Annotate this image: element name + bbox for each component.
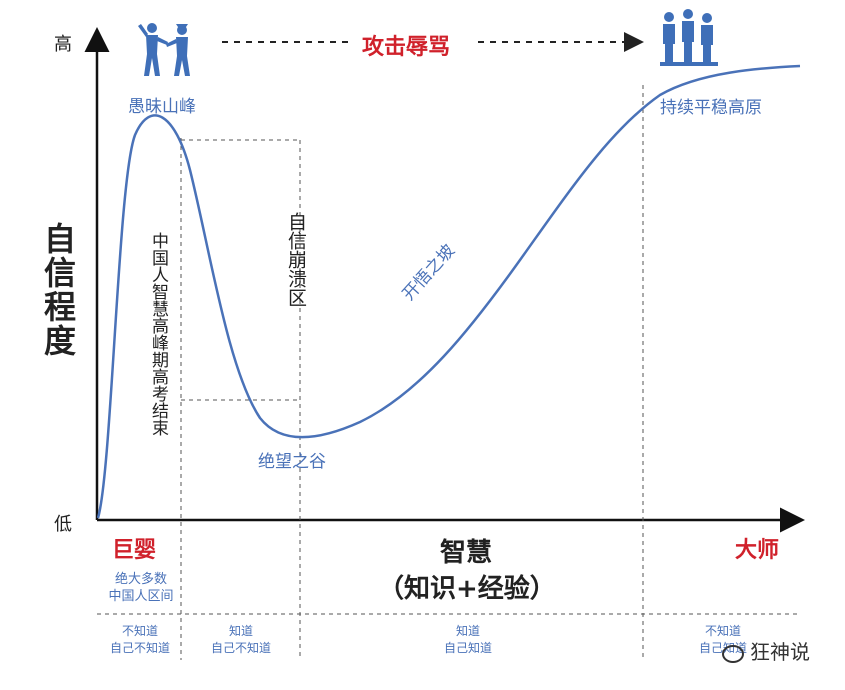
- y-axis-title: 自信程度: [39, 222, 77, 358]
- x-axis-title: 智慧: [440, 538, 493, 568]
- watermark-text: 狂神说: [750, 640, 810, 664]
- collapse-zone-label: 自信崩溃区: [285, 212, 307, 307]
- y-axis-high-label: 高: [54, 34, 72, 55]
- banner-attack-label: 攻击辱骂: [362, 35, 451, 60]
- band-column-1-line-1: 不知道: [121, 624, 158, 638]
- peak-label: 愚昧山峰: [128, 97, 196, 117]
- band-column-2-line-1: 知道: [228, 624, 253, 638]
- majority-note: 绝大多数 中国人区间: [108, 571, 174, 605]
- valley-label: 绝望之谷: [258, 452, 326, 472]
- standing-crowd-icon: [660, 9, 718, 66]
- dashed-guides: [97, 85, 800, 660]
- band-column-2: 知道 自己不知道: [196, 623, 286, 657]
- majority-note-line-2: 中国人区间: [108, 589, 174, 604]
- x-axis-right-label: 大师: [735, 538, 780, 563]
- band-column-3-line-1: 知道: [455, 624, 480, 638]
- y-axis-low-label: 低: [54, 514, 72, 535]
- band-column-3: 知道 自己知道: [428, 623, 508, 657]
- gaokao-note-label: 中国人智慧高峰期高考结束: [148, 232, 168, 436]
- band-column-1: 不知道 自己不知道: [100, 623, 180, 657]
- band-column-2-line-2: 自己不知道: [210, 641, 271, 655]
- band-column-1-line-2: 自己不知道: [109, 641, 170, 655]
- majority-note-line-1: 绝大多数: [114, 572, 167, 587]
- x-axis-subtitle: （知识+经验）: [378, 574, 556, 604]
- wechat-icon: [722, 644, 744, 663]
- band-column-3-line-2: 自己知道: [443, 641, 492, 655]
- band-column-4-line-1: 不知道: [704, 624, 741, 638]
- x-axis-left-label: 巨婴: [112, 538, 157, 563]
- confidence-curve: [96, 64, 801, 519]
- watermark: 狂神说: [722, 636, 810, 665]
- plateau-label: 持续平稳高原: [660, 98, 762, 118]
- arguing-people-icon: [138, 23, 190, 76]
